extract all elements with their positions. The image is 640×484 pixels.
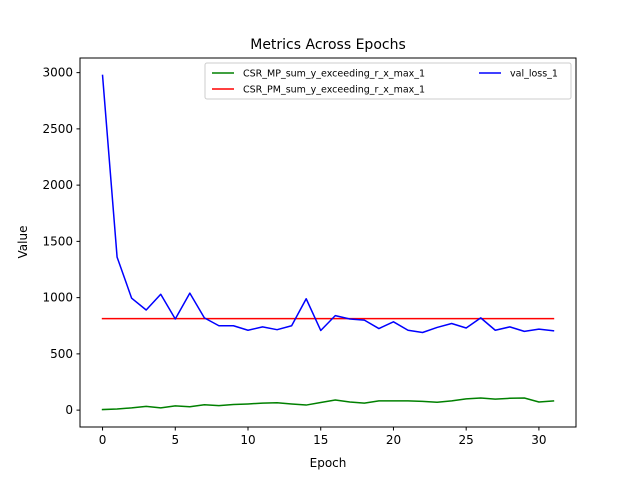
y-tick-label: 1500	[42, 234, 73, 248]
y-tick-label: 2500	[42, 122, 73, 136]
legend-label-1: CSR_MP_sum_y_exceeding_r_x_max_1	[243, 69, 425, 80]
y-tick-label: 3000	[42, 66, 73, 80]
x-axis: 0 5 10 15 20 25 30	[99, 427, 547, 447]
x-tick-label: 15	[313, 433, 328, 447]
y-tick-label: 500	[50, 347, 73, 361]
x-tick-label: 30	[531, 433, 546, 447]
legend-label-2: CSR_PM_sum_y_exceeding_r_x_max_1	[243, 85, 425, 96]
x-tick-label: 5	[171, 433, 179, 447]
x-axis-label: Epoch	[310, 456, 347, 470]
legend: CSR_MP_sum_y_exceeding_r_x_max_1 CSR_PM_s…	[204, 62, 572, 100]
x-tick-label: 20	[386, 433, 401, 447]
y-axis: 0 500 1000 1500 2000 2500 3000	[42, 66, 80, 417]
plot-frame	[79, 57, 577, 428]
x-tick-label: 10	[240, 433, 255, 447]
series-line-3	[101, 74, 555, 334]
y-tick-label: 2000	[42, 178, 73, 192]
y-tick-label: 0	[65, 403, 73, 417]
chart-title: Metrics Across Epochs	[250, 37, 406, 53]
legend-label-3: val_loss_1	[510, 69, 558, 80]
y-axis-label: Value	[16, 226, 30, 259]
series-layer	[101, 74, 555, 411]
series-line-1	[101, 397, 555, 411]
legend-box	[204, 62, 572, 100]
x-tick-label: 25	[459, 433, 474, 447]
y-tick-label: 1000	[42, 291, 73, 305]
x-tick-label: 0	[99, 433, 107, 447]
